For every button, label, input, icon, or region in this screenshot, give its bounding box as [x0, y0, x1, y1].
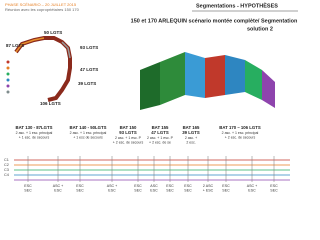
building-name: BAT 150 — [120, 125, 137, 130]
block — [160, 52, 185, 105]
bottom-label: ESC — [54, 188, 62, 192]
block — [262, 70, 275, 108]
building-detail: 2 asc. + 1 esc. principal — [222, 131, 259, 135]
bottom-label: SEC — [270, 188, 278, 192]
legend-dot — [6, 72, 10, 76]
bottom-label: ESC — [184, 184, 192, 188]
bottom-label: SEC — [134, 188, 142, 192]
title: 150 et 170 ARLEQUIN scénario montée comp… — [131, 18, 298, 24]
section — [14, 159, 290, 181]
page: {"header":{"phase":"PHASE SCÉNARIO – 20 … — [4, 1, 298, 193]
map-label: 50 LGTS — [44, 30, 62, 35]
bottom-label: SEC — [222, 188, 230, 192]
bottom-label: SEC — [76, 188, 84, 192]
bottom-label: ASC + — [53, 184, 64, 188]
building-detail: 2 asc. + 1 esc. principal — [70, 131, 107, 135]
bottom-label: ESC — [248, 188, 256, 192]
block — [245, 60, 262, 100]
path-highlight — [15, 37, 45, 53]
map-label: 87 LGTS — [6, 43, 24, 48]
map-label: 106 LGTS — [40, 101, 61, 106]
path-highlight — [61, 41, 71, 59]
block — [185, 52, 205, 98]
bottom-label: SEC — [24, 188, 32, 192]
bottom-label: + ESC — [203, 188, 214, 192]
building-detail: + 1 esc. de secours — [19, 135, 50, 139]
bottom-label: ESC — [134, 184, 142, 188]
building-detail: 2 asc. + 1 esc. P — [147, 136, 174, 140]
building-name: BAT 155 — [152, 125, 169, 130]
bottom-label: SEC — [166, 188, 174, 192]
bottom-label: ASC + — [247, 184, 258, 188]
bottom-label: SEC — [184, 188, 192, 192]
slide: PHASE SCÉNARIO – 20 JUILLET 2015Réunion … — [4, 1, 298, 193]
map-label: 39 LGTS — [78, 81, 96, 86]
building-name: BAT 170 – 106 LGTS — [219, 125, 261, 130]
bottom-label: ESC — [150, 188, 158, 192]
bottom-label: ESC — [108, 188, 116, 192]
phase: PHASE SCÉNARIO – 20 JUILLET 2015 — [5, 2, 77, 7]
bottom-label: 2 ASC — [203, 184, 214, 188]
block — [225, 55, 245, 95]
building-name: 39 LGTS — [182, 130, 200, 135]
legend-dot — [6, 78, 10, 82]
bottom-label: ESC — [222, 184, 230, 188]
site-map — [6, 36, 72, 102]
building-detail: + 2 esc. de se — [149, 140, 171, 144]
floor-label: C4 — [4, 173, 9, 177]
bottom-label: ESC — [166, 184, 174, 188]
building-detail: + 2 esc. de secours — [225, 135, 256, 139]
building-detail: 2 esc. — [186, 140, 195, 144]
map-label: 93 LGTS — [80, 45, 98, 50]
bottom-label: ESC — [24, 184, 32, 188]
floor-label: C3 — [4, 168, 9, 172]
legend-dot — [6, 84, 10, 88]
map-label: 47 LGTS — [80, 67, 98, 72]
bottom-label: ESC — [76, 184, 84, 188]
legend-dot — [6, 90, 10, 94]
legend-dot — [6, 66, 10, 70]
bottom-label: ASC — [150, 184, 158, 188]
building-name: BAT 140 - 50LGTS — [70, 125, 107, 130]
building-detail: 2 asc. + 1 esc. P — [115, 136, 142, 140]
floor-label: C2 — [4, 163, 9, 167]
building-name: BAT 130 - 87LGTS — [16, 125, 53, 130]
3d-model — [140, 52, 275, 110]
subtitle: solution 2 — [247, 26, 273, 32]
block — [140, 62, 160, 110]
bottom-label: ASC + — [107, 184, 118, 188]
building-detail: + 1 esc de secours — [73, 135, 103, 139]
floor-label: C1 — [4, 158, 9, 162]
building-detail: 2 asc. + — [185, 136, 197, 140]
building-name: 93 LGTS — [119, 130, 137, 135]
building-detail: + 2 esc. de secours — [113, 140, 144, 144]
bottom-label: ESC — [270, 184, 278, 188]
block — [205, 55, 225, 98]
building-name: 47 LGTS — [151, 130, 169, 135]
building-name: BAT 165 — [183, 125, 200, 130]
legend-dot — [6, 60, 10, 64]
legend — [6, 60, 10, 94]
section-title: Segmentations - HYPOTHÈSES — [196, 1, 278, 9]
building-detail: 2 asc. + 1 esc. principal — [16, 131, 53, 135]
meeting: Réunion avec les copropriétaires 150 170 — [5, 7, 80, 12]
